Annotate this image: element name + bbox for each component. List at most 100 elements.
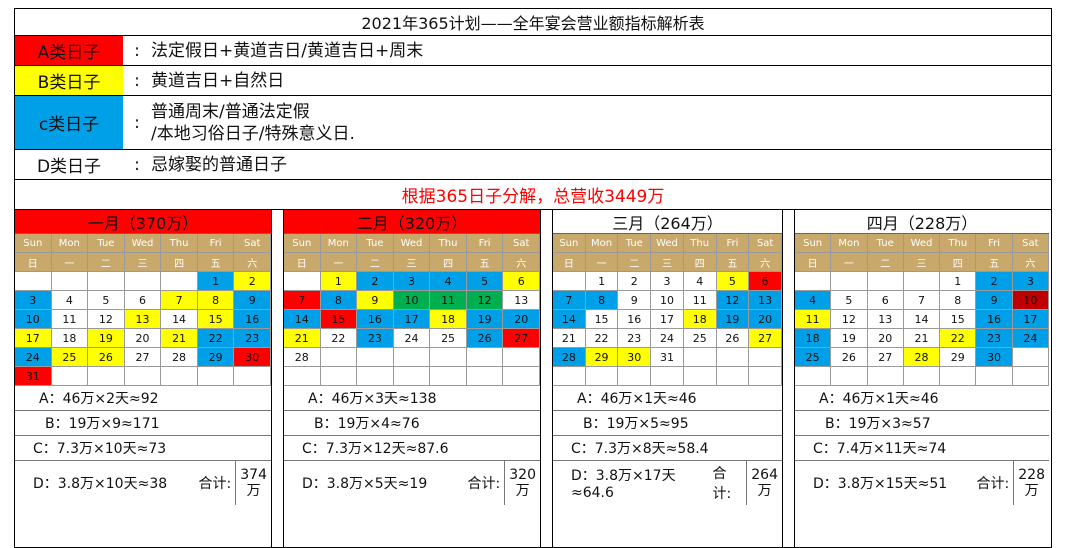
day-cell <box>320 348 358 367</box>
day-cell: 25 <box>795 348 832 367</box>
summary-c-line-text: C：7.3万×8天≈58.4 <box>571 441 709 457</box>
day-cell: 21 <box>553 329 586 348</box>
month-total-unit: 万 <box>1024 483 1039 499</box>
day-cell <box>124 272 162 291</box>
weekday-cn-header: 二 <box>357 253 394 272</box>
day-cell <box>716 367 750 386</box>
day-cell: 22 <box>197 329 235 348</box>
weekday-cn-header: 五 <box>466 253 504 272</box>
day-cell: 30 <box>234 348 271 367</box>
month-summary: A：46万×3天≈138 B：19万×4≈76 C：7.3万×12天≈87.6 D：3… <box>284 386 540 505</box>
month-separator <box>782 210 795 547</box>
day-cell: 22 <box>940 329 977 348</box>
weekday-en-header: Wed <box>651 234 684 253</box>
day-cell: 22 <box>585 329 619 348</box>
day-cell: 8 <box>320 291 358 310</box>
day-cell <box>683 367 717 386</box>
day-cell: 26 <box>831 348 868 367</box>
day-cell: 7 <box>161 291 198 310</box>
day-cell: 14 <box>161 310 198 329</box>
category-a-row: A类日子 : 法定假日+黄道吉日/黄道吉日+周末 <box>15 36 1051 66</box>
month-total: 合计: 374 万 <box>199 461 271 505</box>
day-cell: 23 <box>357 329 394 348</box>
day-cell: 17 <box>1012 310 1049 329</box>
day-cell: 19 <box>716 310 750 329</box>
day-cell <box>430 367 467 386</box>
day-cell: 19 <box>88 329 125 348</box>
weekday-cn-header: 六 <box>503 253 540 272</box>
day-cell <box>1012 348 1049 367</box>
day-cell: 6 <box>749 272 782 291</box>
summary-a-line: A：46万×2天≈92 <box>15 386 271 411</box>
day-cell: 16 <box>234 310 271 329</box>
weekday-en-header: Wed <box>124 234 162 253</box>
weekday-en-header: Fri <box>197 234 235 253</box>
day-cell: 22 <box>320 329 358 348</box>
day-cell: 20 <box>867 329 904 348</box>
category-d-colon: : <box>134 154 140 175</box>
summary-b-line: B：19万×3≈57 <box>795 411 1049 436</box>
day-cell: 24 <box>1012 329 1049 348</box>
day-cell: 10 <box>651 291 684 310</box>
weekday-en-header: Mon <box>831 234 868 253</box>
weekday-en-header: Thu <box>683 234 717 253</box>
weekday-en-header: Thu <box>940 234 977 253</box>
day-cell <box>976 367 1013 386</box>
day-cell <box>51 367 89 386</box>
weekday-cn-header: 六 <box>234 253 271 272</box>
day-cell: 21 <box>903 329 941 348</box>
day-cell: 6 <box>124 291 162 310</box>
day-cell: 15 <box>197 310 235 329</box>
day-cell: 12 <box>831 310 868 329</box>
summary-c-line-text: C：7.3万×10天≈73 <box>33 441 167 457</box>
weekday-en-header: Thu <box>430 234 467 253</box>
month-total: 合计: 264 万 <box>713 461 783 505</box>
weekday-en-header: Thu <box>161 234 198 253</box>
month-header: 四月（228万） <box>795 210 1049 234</box>
month-calendar-grid: Sun Mon Tue Wed Thu Fri Sat 日一二三四五六 1 2 3 4 5 6 7 8 9 10 1… <box>15 234 271 386</box>
day-cell <box>503 367 540 386</box>
day-cell <box>618 367 652 386</box>
category-d-row: D类日子 : 忌嫁娶的普通日子 <box>15 150 1051 180</box>
summary-b-line-text: B：19万×9≈171 <box>45 416 160 432</box>
summary-d-line: D：3.8万×10天≈38 合计: 374 万 <box>15 461 271 505</box>
day-cell <box>466 348 504 367</box>
indicator-sheet: 2021年365计划——全年宴会营业额指标解析表 A类日子 : 法定假日+黄道吉… <box>14 8 1052 548</box>
day-cell: 7 <box>903 291 941 310</box>
day-cell <box>795 272 832 291</box>
day-cell: 11 <box>51 310 89 329</box>
total-revenue-line: 根据365日子分解，总营收3449万 <box>15 180 1051 210</box>
day-cell: 3 <box>15 291 52 310</box>
day-cell: 3 <box>1012 272 1049 291</box>
category-c-label: c类日子 <box>15 96 123 149</box>
day-cell <box>867 367 904 386</box>
summary-c-line: C：7.3万×12天≈87.6 <box>284 436 540 461</box>
day-cell: 28 <box>161 348 198 367</box>
day-cell: 28 <box>553 348 586 367</box>
day-cell: 15 <box>940 310 977 329</box>
summary-b-line-text: B：19万×4≈76 <box>314 416 420 432</box>
day-cell <box>357 348 394 367</box>
day-cell: 20 <box>749 310 782 329</box>
day-cell: 26 <box>466 329 504 348</box>
category-b-row: B类日子 : 黄道吉日+自然日 <box>15 66 1051 96</box>
day-cell: 20 <box>503 310 540 329</box>
weekday-cn-header: 六 <box>749 253 782 272</box>
summary-d-line: D：3.8万×15天≈51 合计: 228 万 <box>795 461 1049 505</box>
day-cell: 23 <box>976 329 1013 348</box>
day-cell: 23 <box>234 329 271 348</box>
summary-b-line-text: B：19万×3≈57 <box>825 416 931 432</box>
summary-d-line-text: D：3.8万×15天≈51 <box>813 476 948 492</box>
weekday-en-header: Tue <box>618 234 652 253</box>
day-cell <box>15 272 52 291</box>
summary-a-line: A：46万×3天≈138 <box>284 386 540 411</box>
day-cell: 17 <box>15 329 52 348</box>
weekday-en-header: Sat <box>749 234 782 253</box>
day-cell <box>867 272 904 291</box>
month-total-label: 合计: <box>712 466 732 502</box>
calendar-area: 一月（370万） Sun Mon Tue Wed Thu Fri Sat 日一二三四五六 1 2 3 4… <box>15 210 1051 547</box>
weekday-cn-header: 四 <box>161 253 198 272</box>
month-header: 一月（370万） <box>15 210 271 234</box>
day-cell: 28 <box>284 348 321 367</box>
day-cell: 11 <box>795 310 832 329</box>
